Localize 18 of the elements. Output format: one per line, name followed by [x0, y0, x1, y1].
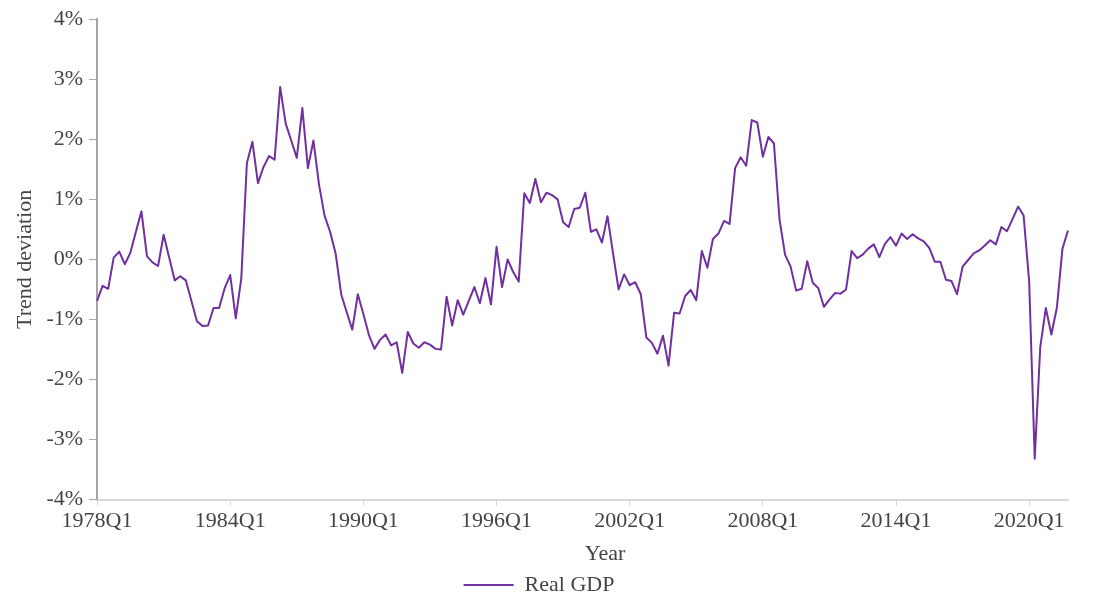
- y-tick-label: 2%: [53, 125, 84, 151]
- y-axis-title: Trend deviation: [10, 189, 36, 329]
- y-tick-label: -2%: [46, 365, 84, 391]
- y-tick-label: 3%: [53, 65, 84, 91]
- y-tick-label: -1%: [46, 305, 84, 331]
- x-tick-label: 2014Q1: [860, 506, 932, 532]
- x-tick-label: 2002Q1: [594, 506, 666, 532]
- x-tick-label: 1996Q1: [461, 506, 532, 532]
- x-tick-label: 2008Q1: [727, 506, 799, 532]
- y-tick-label: 4%: [53, 4, 84, 30]
- x-tick-label: 2020Q1: [993, 506, 1065, 532]
- y-tick-label: 1%: [53, 185, 84, 211]
- x-tick-label: 1984Q1: [194, 506, 266, 532]
- x-axis-title: Year: [583, 540, 627, 566]
- legend-label: Real GDP: [524, 570, 615, 596]
- x-tick-label: 1990Q1: [327, 506, 399, 532]
- y-tick-label: 0%: [53, 245, 84, 271]
- y-tick-label: -3%: [46, 425, 84, 451]
